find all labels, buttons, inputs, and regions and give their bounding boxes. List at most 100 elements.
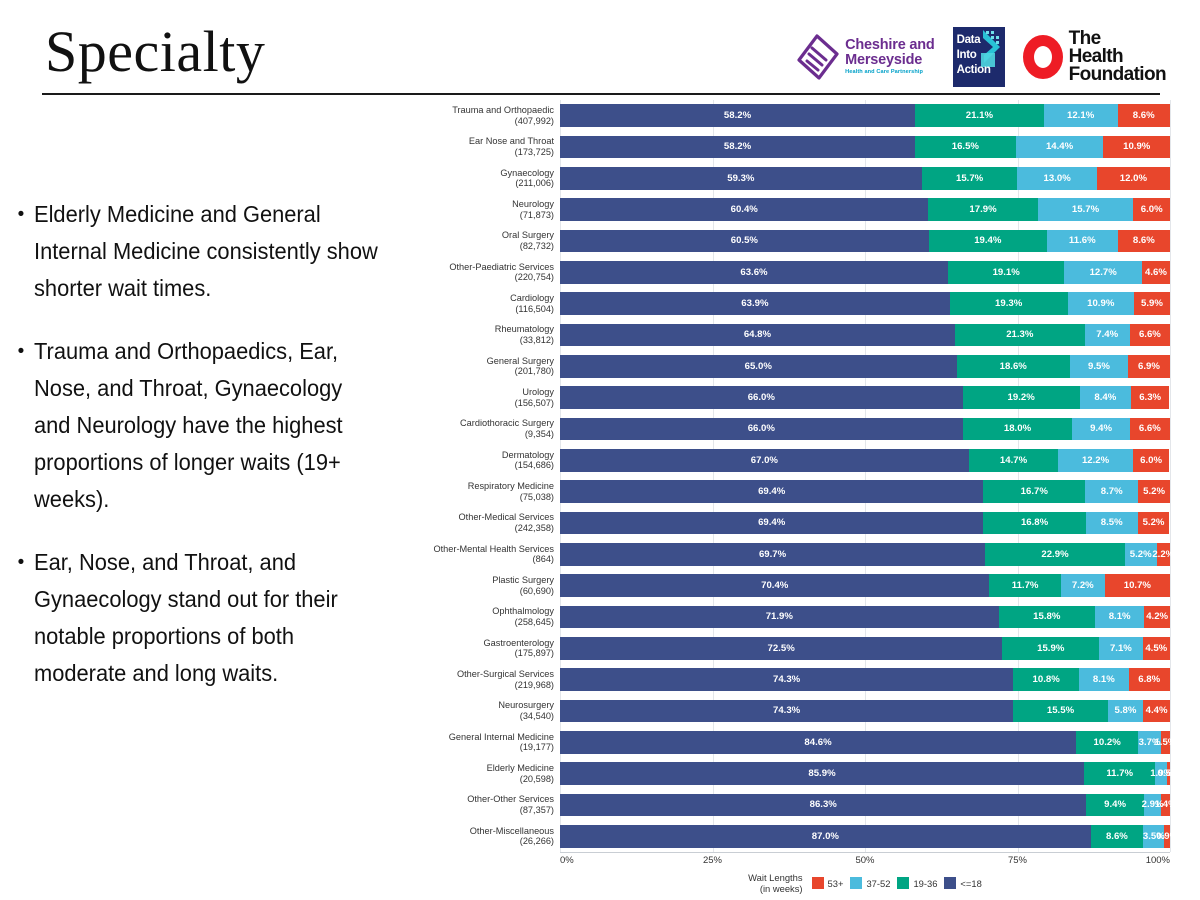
bar-segment-37-52[interactable]: 9.5%	[1069, 355, 1128, 378]
bar-segment-53[interactable]: 6.8%	[1128, 668, 1170, 691]
bar-segment-53[interactable]: 0.5%	[1158, 762, 1179, 785]
chart-bar-row[interactable]: Other-Miscellaneous (26,266) 87.0% 8.6% 3.5%…	[470, 825, 1178, 848]
bar-segment-18[interactable]: 59.3%	[560, 167, 922, 190]
bar-segment-18[interactable]: 74.3%	[560, 699, 1014, 723]
bar-segment-37-52[interactable]: 7.1%	[1099, 637, 1143, 660]
bar-segment-19-36[interactable]: 11.7%	[1083, 762, 1156, 785]
bar-segment-19-36[interactable]: 17.9%	[928, 198, 1038, 221]
bar-segment-53[interactable]: 6.6%	[1129, 417, 1170, 441]
bar-segment-19-36[interactable]: 19.4%	[928, 229, 1047, 253]
bar-segment-18[interactable]: 67.0%	[560, 449, 969, 472]
bar-segment-37-52[interactable]: 3.5%	[1143, 825, 1165, 848]
bar-segment-19-36[interactable]: 15.7%	[921, 167, 1018, 190]
chart-bar-row[interactable]: Dermatology (154,686) 67.0% 14.7% 12.2% 6.0%	[502, 449, 1170, 472]
bar-segment-18[interactable]: 72.5%	[560, 637, 1003, 660]
bar-segment-53[interactable]: 6.0%	[1132, 449, 1170, 472]
bar-segment-37-52[interactable]: 8.7%	[1085, 480, 1139, 503]
chart-bar-row[interactable]: Neurosurgery (34,540) 74.3% 15.5% 5.8% 4.4%	[498, 699, 1170, 723]
chart-bar-row[interactable]: Ear Nose and Throat (173,725) 58.2% 16.5% 14…	[469, 135, 1170, 159]
chart-bar-row[interactable]: Rheumatology (33,812) 64.8% 21.3% 7.4% 6.6%	[495, 323, 1170, 347]
bar-segment-53[interactable]: 4.6%	[1141, 261, 1170, 284]
bar-segment-53[interactable]: 0.9%	[1156, 825, 1178, 848]
bar-segment-53[interactable]: 4.2%	[1144, 605, 1170, 629]
bar-segment-53[interactable]: 6.9%	[1127, 355, 1170, 378]
bar-segment-37-52[interactable]: 12.1%	[1043, 104, 1118, 127]
bar-segment-37-52[interactable]: 14.4%	[1015, 135, 1104, 159]
chart-bar-row[interactable]: General Internal Medicine (19,177) 84.6% 10…	[449, 731, 1176, 754]
bar-segment-19-36[interactable]: 18.6%	[956, 355, 1070, 378]
chart-bar-row[interactable]: Urology (156,507) 66.0% 19.2% 8.4% 6.3%	[515, 386, 1170, 409]
bar-segment-19-36[interactable]: 21.1%	[915, 104, 1044, 127]
bar-segment-19-36[interactable]: 16.7%	[983, 480, 1086, 503]
bar-segment-19-36[interactable]: 22.9%	[985, 543, 1125, 566]
bar-segment-53[interactable]: 1.4%	[1155, 793, 1177, 817]
bar-segment-18[interactable]: 70.4%	[560, 574, 990, 597]
bar-segment-19-36[interactable]: 19.1%	[947, 261, 1065, 284]
chart-bar-row[interactable]: Plastic Surgery (60,690) 70.4% 11.7% 7.2% 10.…	[492, 574, 1170, 597]
bar-segment-18[interactable]: 84.6%	[560, 731, 1077, 754]
bar-segment-18[interactable]: 87.0%	[560, 825, 1091, 848]
bar-segment-18[interactable]: 85.9%	[560, 762, 1084, 785]
bar-segment-37-52[interactable]: 5.2%	[1124, 543, 1157, 566]
chart-bar-row[interactable]: Oral Surgery (82,732) 60.5% 19.4% 11.6% 8.6%	[502, 229, 1171, 253]
bar-segment-37-52[interactable]: 8.4%	[1079, 386, 1131, 409]
bar-segment-53[interactable]: 5.9%	[1133, 292, 1170, 315]
bar-segment-19-36[interactable]: 19.3%	[949, 292, 1068, 315]
bar-segment-18[interactable]: 69.4%	[560, 511, 984, 535]
bar-segment-19-36[interactable]: 10.8%	[1013, 668, 1080, 691]
bar-segment-37-52[interactable]: 10.9%	[1067, 292, 1134, 315]
bar-segment-19-36[interactable]: 15.5%	[1013, 699, 1108, 723]
bar-segment-18[interactable]: 69.7%	[560, 543, 986, 566]
bar-segment-19-36[interactable]: 15.9%	[1002, 637, 1100, 660]
bar-segment-18[interactable]: 74.3%	[560, 668, 1014, 691]
bar-segment-53[interactable]: 12.0%	[1096, 167, 1170, 190]
bar-segment-37-52[interactable]: 8.5%	[1085, 511, 1138, 535]
chart-bar-row[interactable]: General Surgery (201,780) 65.0% 18.6% 9.5% 6.…	[487, 355, 1170, 378]
bar-segment-18[interactable]: 71.9%	[560, 605, 999, 629]
chart-bar-row[interactable]: Cardiology (116,504) 63.9% 19.3% 10.9% 5.9%	[510, 292, 1170, 315]
chart-bar-row[interactable]: Other-Other Services (87,357) 86.3% 9.4% 2.9…	[467, 793, 1177, 817]
bar-segment-18[interactable]: 60.4%	[560, 198, 929, 221]
chart-bar-row[interactable]: Elderly Medicine (20,598) 85.9% 11.7% 1.9% 0.…	[487, 762, 1179, 785]
bar-segment-18[interactable]: 63.6%	[560, 261, 948, 284]
bar-segment-18[interactable]: 66.0%	[560, 386, 963, 409]
bar-segment-37-52[interactable]: 15.7%	[1037, 198, 1134, 221]
bar-segment-19-36[interactable]: 10.2%	[1076, 731, 1139, 754]
bar-segment-37-52[interactable]: 8.1%	[1094, 605, 1145, 629]
chart-bar-row[interactable]: Other-Mental Health Services (864) 69.7% 22…	[433, 543, 1174, 566]
legend-item[interactable]: 19-36	[897, 877, 937, 889]
bar-segment-37-52[interactable]: 12.2%	[1058, 449, 1133, 472]
bar-segment-53[interactable]: 10.9%	[1103, 135, 1170, 159]
bar-segment-53[interactable]: 8.6%	[1117, 229, 1171, 253]
chart-bar-row[interactable]: Other-Surgical Services (219,968) 74.3% 10.…	[457, 668, 1170, 691]
bar-segment-19-36[interactable]: 18.0%	[962, 417, 1073, 441]
bar-segment-37-52[interactable]: 12.7%	[1064, 261, 1142, 284]
chart-bar-row[interactable]: Neurology (71,873) 60.4% 17.9% 15.7% 6.0%	[512, 198, 1170, 221]
chart-bar-row[interactable]: Gastroenterology (175,897) 72.5% 15.9% 7.1% 4…	[484, 637, 1170, 660]
legend-item[interactable]: <=18	[944, 877, 982, 889]
bar-segment-53[interactable]: 6.0%	[1133, 198, 1170, 221]
chart-bar-row[interactable]: Other-Paediatric Services (220,754) 63.6% 1…	[449, 261, 1170, 284]
bar-segment-18[interactable]: 60.5%	[560, 229, 929, 253]
bar-segment-53[interactable]: 10.7%	[1104, 574, 1170, 597]
bar-segment-53[interactable]: 4.4%	[1143, 699, 1170, 723]
bar-segment-53[interactable]: 4.5%	[1142, 637, 1170, 660]
bar-segment-53[interactable]: 6.3%	[1130, 386, 1170, 409]
bar-segment-37-52[interactable]: 5.8%	[1107, 699, 1144, 723]
bar-segment-18[interactable]: 65.0%	[560, 355, 957, 378]
chart-bar-row[interactable]: Respiratory Medicine (75,038) 69.4% 16.7% 8.…	[468, 480, 1170, 503]
chart-bar-row[interactable]: Gynaecology (211,006) 59.3% 15.7% 13.0% 12.0%	[500, 167, 1170, 190]
bar-segment-37-52[interactable]: 3.7%	[1138, 731, 1161, 754]
bar-segment-19-36[interactable]: 14.7%	[968, 449, 1059, 472]
legend-item[interactable]: 53+	[811, 877, 843, 889]
bar-segment-18[interactable]: 63.9%	[560, 292, 950, 315]
chart-bar-row[interactable]: Cardiothoracic Surgery (9,354) 66.0% 18.0% 9…	[460, 417, 1170, 441]
bar-segment-19-36[interactable]: 9.4%	[1086, 793, 1144, 817]
bar-segment-18[interactable]: 86.3%	[560, 793, 1087, 817]
bar-segment-18[interactable]: 66.0%	[560, 417, 963, 441]
bar-segment-37-52[interactable]: 11.6%	[1046, 229, 1118, 253]
bar-segment-53[interactable]: 2.2%	[1152, 543, 1174, 566]
legend-item[interactable]: 37-52	[850, 877, 890, 889]
bar-segment-53[interactable]: 6.6%	[1129, 323, 1170, 347]
chart-bar-row[interactable]: Trauma and Orthopaedic (407,992) 58.2% 21.1…	[452, 104, 1170, 127]
